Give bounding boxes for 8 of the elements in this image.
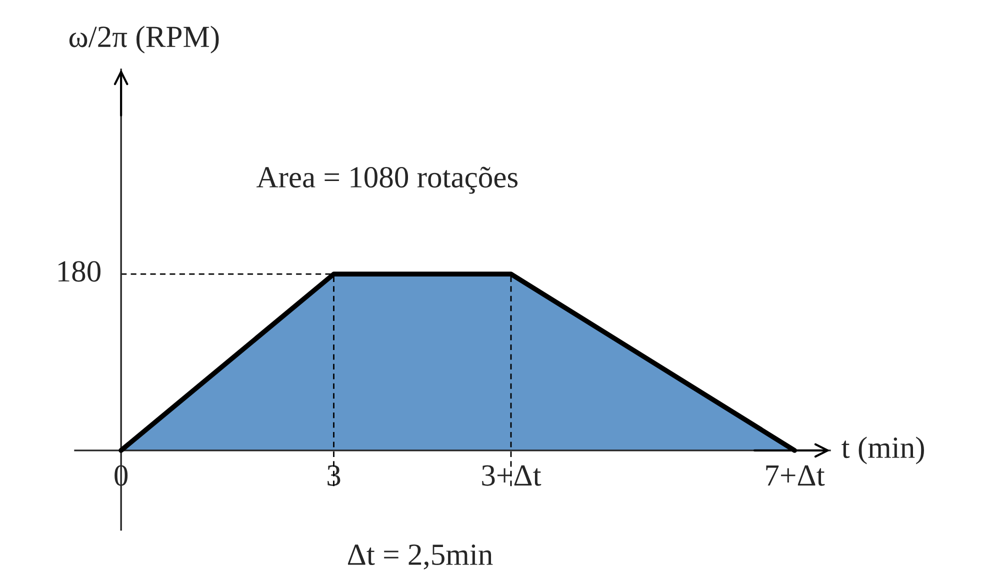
x-tick-label: 3 (328, 465, 340, 486)
x-tick-label: 3+Δt (482, 465, 542, 486)
text: Area = 1080 rotações (256, 166, 518, 194)
text: Δt = 2,5min (348, 544, 493, 570)
x-tick-label: 7+Δt (766, 465, 825, 486)
annotation: 180 (58, 261, 100, 282)
text: ω/2π (RPM) (69, 26, 219, 54)
x-axis-title: t (min) (842, 436, 924, 464)
